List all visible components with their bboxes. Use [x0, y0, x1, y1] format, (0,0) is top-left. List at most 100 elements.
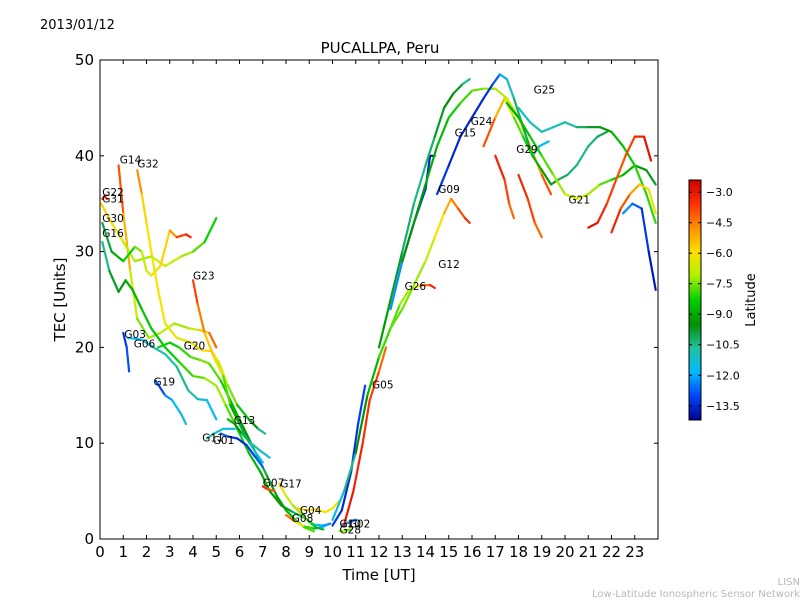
series-G33-segment-2: [533, 221, 543, 239]
series-G15-segment-2: [401, 202, 415, 253]
series-G15-segment-0: [377, 298, 392, 349]
prn-label-G15: G15: [455, 128, 477, 140]
series-G04: [296, 499, 341, 514]
prn-label-G13: G13: [234, 415, 256, 427]
series-G35-segment-2: [628, 183, 641, 196]
series-G20-segment-1: [168, 341, 181, 349]
y-tick-label-10: 10: [75, 434, 94, 452]
series-G18: [494, 154, 516, 220]
series-G13-segment-1: [233, 422, 243, 435]
prn-label-G08: G08: [292, 513, 314, 525]
series-G21-segment-6: [575, 193, 590, 200]
series-G32-segment-14: [257, 427, 267, 435]
series-G27-segment-3: [552, 121, 567, 129]
series-G06-segment-3: [164, 353, 178, 368]
x-tick-label-23: 23: [625, 543, 644, 561]
series-G33: [517, 173, 543, 239]
y-tick-label-0: 0: [84, 530, 94, 548]
series-G04-segment-3: [324, 507, 334, 514]
series-G27-segment-9: [621, 145, 636, 167]
series-G21-segment-11: [633, 164, 648, 172]
series-G14-segment-2: [129, 269, 139, 320]
series-G05-segment-3: [368, 370, 381, 402]
series-G01: [219, 432, 264, 469]
colorbar-tick-label: −10.5: [706, 339, 740, 352]
series-G24-segment-0: [401, 221, 415, 263]
x-tick-label-21: 21: [579, 543, 598, 561]
series-G26-segment-6: [398, 288, 411, 306]
series-G17-segment-0: [277, 482, 288, 497]
series-G07-segment-1: [266, 488, 276, 493]
series-G31-segment-4: [150, 255, 167, 268]
series-G31-segment-2: [122, 240, 136, 263]
prn-label-G26: G26: [405, 281, 427, 293]
series-G09-segment-0: [389, 260, 404, 311]
series-G20-segment-0: [157, 341, 171, 349]
series-G01-segment-1: [226, 435, 239, 440]
series-G16-segment-7: [159, 229, 171, 268]
x-tick-label-17: 17: [486, 543, 505, 561]
y-tick-label-30: 30: [75, 243, 94, 261]
series-G06-segment-5: [187, 389, 199, 401]
series-G23-segment-5: [229, 403, 241, 426]
series-G30-segment-6: [150, 327, 167, 349]
series-G23-segment-2: [203, 331, 215, 359]
series-G36-segment-1: [631, 202, 643, 210]
series-G20-segment-3: [189, 355, 202, 361]
series-G26-segment-0: [331, 490, 346, 521]
series-G31-segment-7: [191, 240, 206, 253]
series-G19: [154, 379, 188, 426]
series-G28-segment-1: [345, 528, 353, 532]
series-G10-segment-1: [350, 518, 357, 523]
series-G08-segment-3: [312, 526, 322, 530]
series-G30-segment-20: [312, 523, 325, 527]
series-G20-segment-13: [284, 509, 297, 521]
series-G13-segment-0: [226, 418, 236, 426]
series-G30-segment-3: [124, 279, 134, 291]
series-G21-segment-2: [528, 135, 543, 157]
series-G20-segment-2: [178, 346, 192, 359]
x-tick-label-18: 18: [509, 543, 528, 561]
series-G25-segment-1: [447, 135, 462, 167]
series-G18-segment-1: [503, 178, 511, 205]
x-tick-label-2: 2: [142, 543, 152, 561]
series-G21-segment-12: [645, 169, 657, 186]
series-G24: [401, 87, 553, 263]
series-G30: [101, 240, 332, 527]
x-tick-label-3: 3: [165, 543, 175, 561]
series-G12-segment-2: [401, 284, 415, 311]
series-G16-segment-2: [122, 245, 136, 263]
series-G17-segment-3: [301, 513, 311, 523]
series-G01-segment-3: [245, 444, 257, 459]
series-G11-segment-1: [212, 427, 225, 435]
series-G28: [338, 528, 353, 533]
series-G17-segment-4: [308, 520, 318, 529]
x-tick-label-1: 1: [118, 543, 128, 561]
series-G12-segment-3: [412, 260, 427, 287]
series-G25-segment-4: [482, 82, 494, 100]
series-G04-segment-0: [296, 507, 308, 512]
series-G08-segment-4: [319, 523, 329, 529]
series-G34-segment-3: [614, 154, 627, 181]
series-G26-segment-1: [343, 451, 357, 493]
series-G27-segment-10: [633, 164, 648, 196]
series-G24-segment-5: [459, 89, 474, 105]
series-G04-segment-2: [315, 508, 327, 514]
series-G01-segment-0: [219, 432, 229, 438]
colorbar-tick-label: −9.0: [706, 308, 733, 321]
series-G25-segment-7: [505, 78, 516, 100]
series-G29-segment-8: [556, 173, 569, 181]
series-G29-segment-4: [521, 135, 534, 157]
series-G34: [587, 135, 653, 229]
x-tick-label-4: 4: [188, 543, 198, 561]
series-G29-segment-12: [596, 130, 609, 138]
series-G06-segment-4: [175, 365, 190, 392]
series-G30-segment-8: [178, 360, 195, 378]
series-G20-segment-7: [229, 399, 241, 421]
series-G31-segment-1: [110, 221, 125, 244]
series-G16-segment-6: [150, 264, 162, 277]
series-G30-segment-10: [203, 377, 218, 387]
prn-label-G28: G28: [340, 524, 362, 536]
colorbar-tick-label: −4.5: [706, 217, 733, 230]
series-G32-segment-2: [145, 221, 153, 253]
